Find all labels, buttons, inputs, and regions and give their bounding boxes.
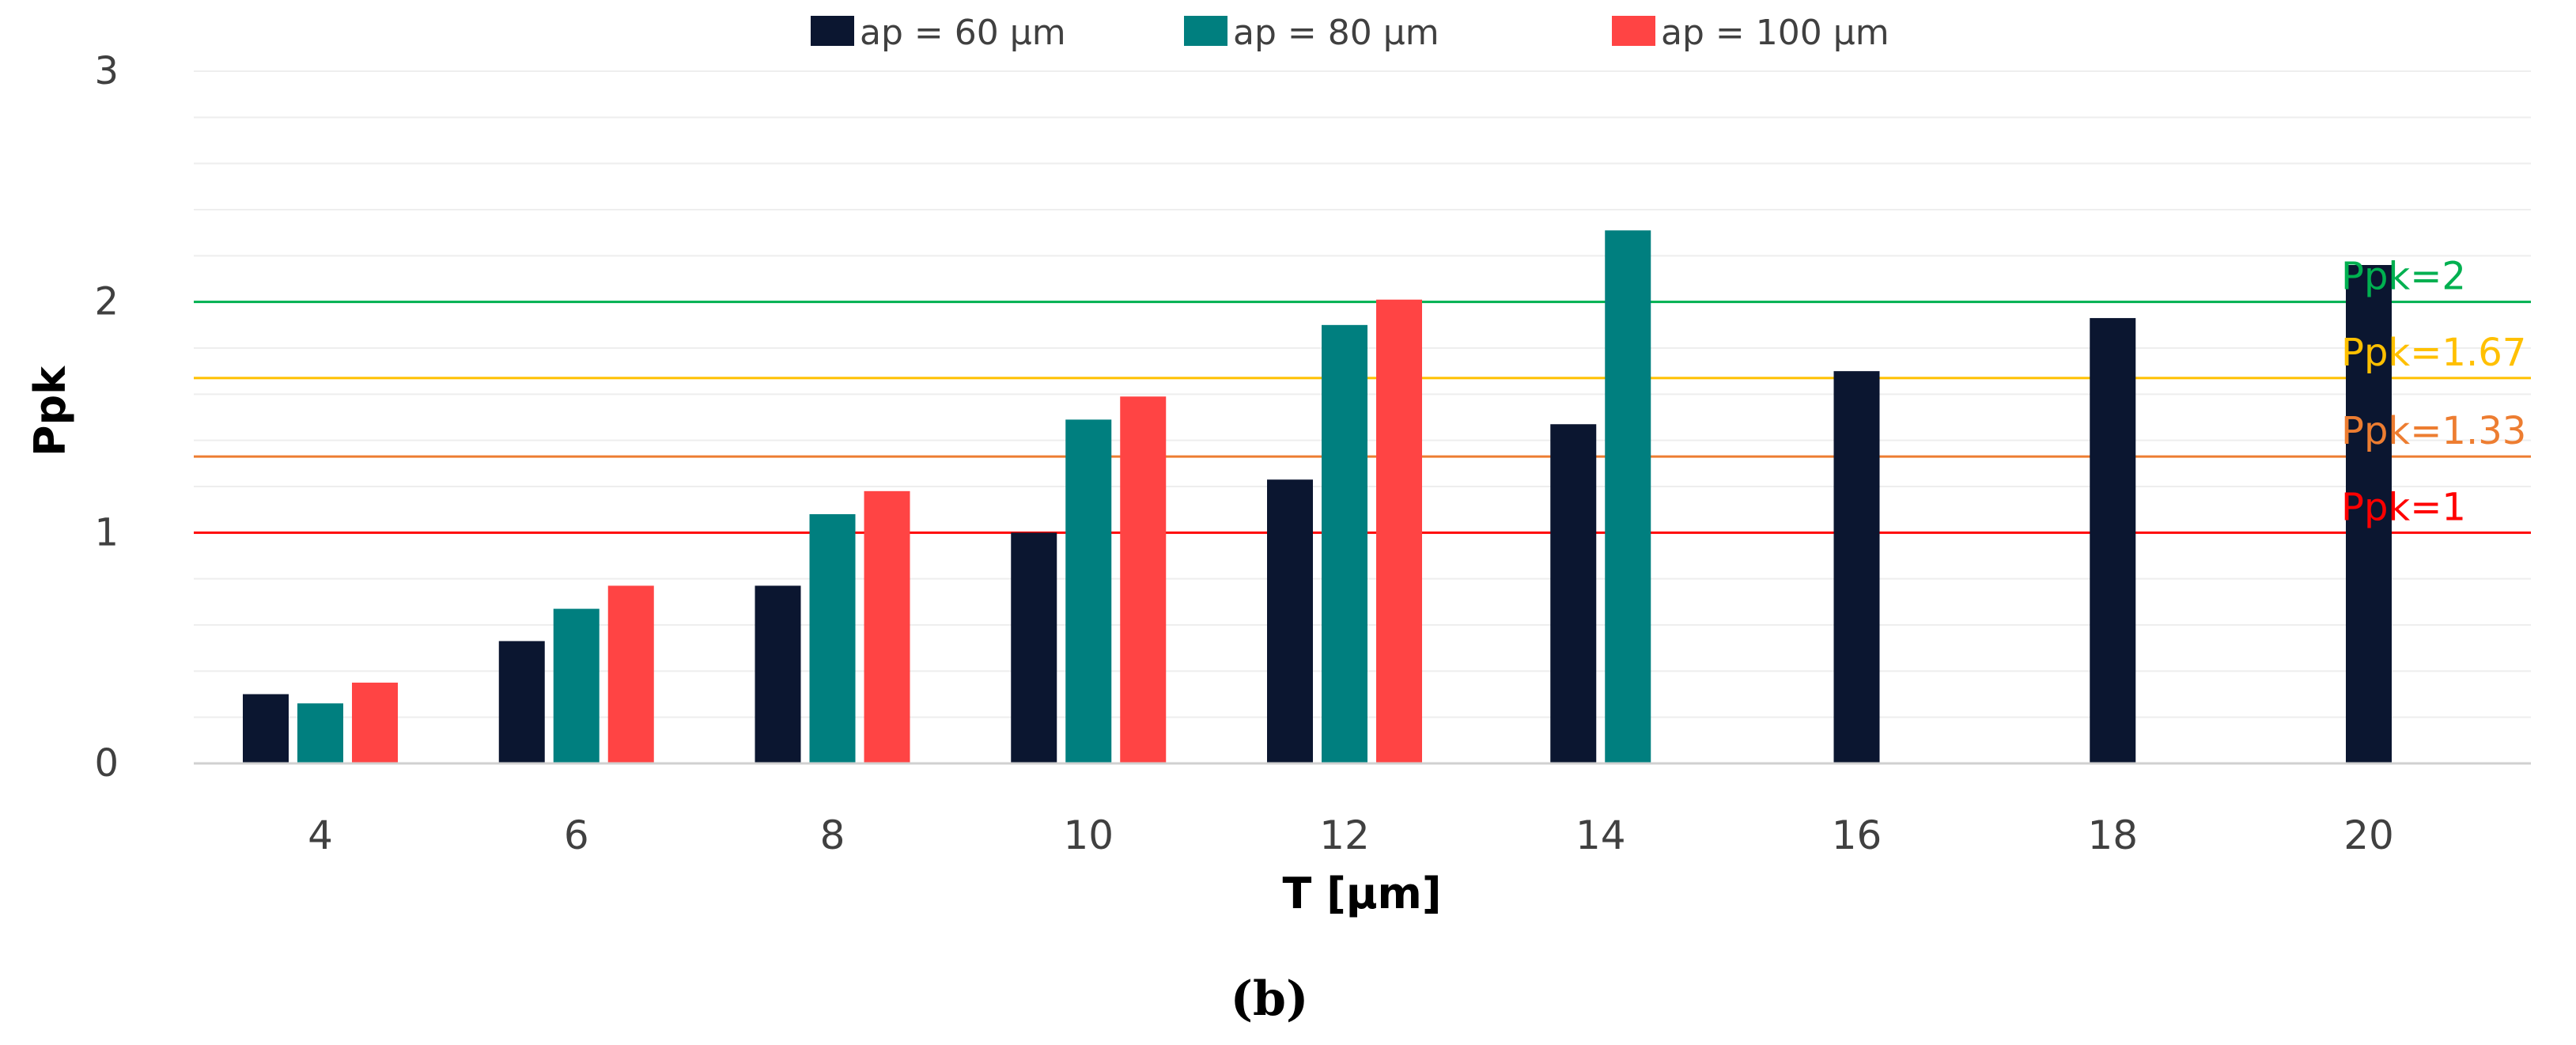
legend-swatch xyxy=(1184,16,1227,46)
reference-line-label: Ppk=1.67 xyxy=(2341,331,2526,375)
legend-label: ap = 100 µm xyxy=(1661,13,1889,53)
bar xyxy=(352,682,398,763)
bar xyxy=(864,490,910,763)
legend-label: ap = 60 µm xyxy=(860,13,1066,53)
x-tick-label: 10 xyxy=(1063,812,1114,858)
x-tick-label: 8 xyxy=(820,812,845,858)
bar xyxy=(1322,324,1367,763)
bar xyxy=(755,585,801,763)
figure-caption: (b) xyxy=(1231,971,1309,1027)
reference-line-label: Ppk=1 xyxy=(2341,485,2466,529)
bar xyxy=(297,703,343,763)
reference-line-labels: Ppk=2 Ppk=1.67 Ppk=1.33 Ppk=1 xyxy=(2341,255,2526,530)
x-tick-labels: 4 6 8 10 12 14 16 18 20 xyxy=(308,812,2394,858)
bar xyxy=(1011,532,1057,763)
bar xyxy=(607,585,654,763)
legend-label: ap = 80 µm xyxy=(1233,13,1439,53)
bar xyxy=(2346,265,2392,763)
reference-line-label: Ppk=2 xyxy=(2341,255,2466,299)
bar xyxy=(1550,424,1597,763)
y-axis-title: Ppk xyxy=(25,365,75,456)
y-tick-label: 0 xyxy=(94,741,119,786)
x-tick-label: 4 xyxy=(308,812,333,858)
legend-swatch xyxy=(1612,16,1655,46)
y-tick-label: 2 xyxy=(94,280,119,324)
x-tick-label: 6 xyxy=(564,812,589,858)
y-tick-label: 1 xyxy=(94,510,119,555)
bar xyxy=(243,694,289,763)
y-tick-label: 3 xyxy=(94,49,119,93)
bar xyxy=(1833,371,1880,763)
x-tick-label: 16 xyxy=(1832,812,1882,858)
bar xyxy=(1605,230,1651,763)
y-tick-labels: 0 1 2 3 xyxy=(94,49,119,786)
x-tick-label: 20 xyxy=(2343,812,2394,858)
bar xyxy=(809,514,856,763)
bar xyxy=(1267,479,1313,763)
bar xyxy=(1120,396,1167,763)
bar xyxy=(2090,318,2136,763)
legend-swatch xyxy=(811,16,854,46)
x-tick-label: 14 xyxy=(1575,812,1626,858)
bar xyxy=(1376,299,1422,763)
legend: ap = 60 µm ap = 80 µm ap = 100 µm xyxy=(811,13,1889,53)
x-tick-label: 12 xyxy=(1319,812,1370,858)
x-tick-label: 18 xyxy=(2087,812,2138,858)
bar xyxy=(553,608,600,763)
bar xyxy=(1065,419,1112,763)
bars xyxy=(243,230,2392,763)
reference-line-label: Ppk=1.33 xyxy=(2341,409,2526,453)
bar xyxy=(498,641,545,763)
x-axis-title: T [µm] xyxy=(1283,869,1442,918)
